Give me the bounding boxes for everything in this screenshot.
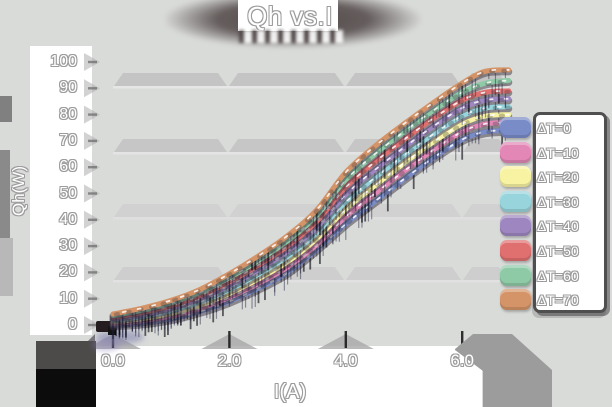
- x-tick-label: 6.0: [450, 351, 474, 370]
- gridline-highlight: [345, 217, 462, 220]
- legend-label: ΔT=30: [537, 193, 579, 210]
- y-tick-mark: [88, 87, 97, 90]
- x-tick-label: 0.0: [101, 351, 125, 370]
- title-background: [238, 0, 338, 31]
- corner-shadow-black: [36, 369, 96, 407]
- gridline-highlight: [228, 86, 345, 89]
- legend-swatch-40: [500, 215, 531, 237]
- origin-smear: [92, 339, 120, 351]
- legend-swatch-0: [500, 117, 531, 138]
- legend-swatch-60: [500, 264, 531, 286]
- legend-swatch-70: [500, 289, 531, 311]
- gridline-band: [463, 204, 508, 217]
- gridline-band: [229, 73, 344, 86]
- gridline-band: [114, 139, 227, 152]
- edge-smudge: [0, 150, 10, 238]
- y-tick-mark: [88, 218, 97, 221]
- y-tick-label: 20: [59, 263, 77, 281]
- gridline-highlight: [345, 86, 462, 89]
- x-axis-title: I(A): [273, 381, 307, 403]
- y-tick-label: 50: [59, 184, 77, 202]
- x-tick-mark: [461, 331, 464, 348]
- y-tick-label: 10: [59, 289, 77, 307]
- gridline-band: [114, 204, 227, 217]
- y-tick-mark: [88, 297, 97, 300]
- y-tick-label: 30: [59, 237, 77, 255]
- gridline-highlight: [462, 152, 509, 155]
- curve-dt-dt-dt-70: [109, 67, 513, 326]
- corner-shadow-gray: [36, 341, 96, 369]
- edge-smudge: [0, 238, 13, 296]
- gridline-highlight: [113, 217, 228, 220]
- gridline-highlight: [113, 280, 228, 283]
- y-tick-mark: [88, 60, 97, 64]
- legend-label: ΔT=20: [537, 169, 579, 186]
- gridline-highlight: [228, 152, 345, 155]
- legend-swatch-50: [500, 240, 531, 261]
- y-axis-band: [30, 46, 92, 335]
- y-tick-label: 60: [59, 158, 77, 176]
- x-tick-mark: [344, 331, 347, 348]
- gridline-highlight: [462, 217, 509, 220]
- gridline-band: [114, 267, 227, 280]
- y-tick-label: 90: [59, 79, 77, 97]
- gridline-band: [463, 267, 508, 280]
- gridline-band: [346, 73, 461, 86]
- chart-title: Qh vs.I: [247, 1, 333, 31]
- legend-label: ΔT=60: [537, 267, 579, 284]
- gridline-band: [346, 267, 461, 280]
- y-tick-mark: [88, 192, 97, 195]
- gridline-highlight: [113, 86, 228, 89]
- y-tick-label: 40: [59, 210, 77, 228]
- legend-swatch-30: [500, 190, 531, 212]
- gridline-highlight: [462, 280, 509, 283]
- gridline-highlight: [113, 152, 228, 155]
- origin-cap: [108, 326, 116, 335]
- gridline-highlight: [228, 280, 345, 283]
- legend-label: ΔT=50: [537, 243, 579, 259]
- y-tick-mark: [88, 323, 97, 327]
- x-tick-mark: [228, 331, 231, 348]
- y-axis-title: Qh(W): [9, 165, 28, 217]
- edge-smudge: [0, 96, 12, 122]
- x-tick-label: 4.0: [333, 351, 358, 370]
- legend-label: ΔT=0: [537, 120, 571, 136]
- y-tick-label: 0: [68, 316, 77, 333]
- y-tick-mark: [88, 139, 97, 143]
- gridline-highlight: [345, 280, 462, 283]
- y-tick-label: 80: [59, 105, 77, 123]
- y-tick-mark: [88, 271, 97, 274]
- legend-label: ΔT=40: [537, 218, 579, 235]
- x-tick-label: 2.0: [217, 351, 242, 370]
- corner-shadow-bottom-right: [455, 334, 552, 407]
- gridline-highlight: [228, 217, 345, 220]
- y-tick-label: 100: [50, 53, 77, 70]
- y-tick-mark: [88, 113, 97, 116]
- y-tick-mark: [88, 244, 97, 248]
- legend-label: ΔT=70: [537, 292, 579, 309]
- legend-label: ΔT=10: [537, 144, 579, 161]
- legend-swatch-10: [500, 141, 531, 163]
- gridline-band: [114, 73, 227, 86]
- gridline-band: [229, 139, 344, 152]
- legend-panel: [533, 112, 607, 313]
- legend-swatch-20: [500, 166, 531, 188]
- title-ghost-smear: [239, 30, 343, 43]
- x-axis-band: [88, 346, 482, 407]
- y-tick-mark: [88, 166, 97, 169]
- y-tick-label: 70: [59, 131, 77, 149]
- gridline-band: [463, 139, 508, 152]
